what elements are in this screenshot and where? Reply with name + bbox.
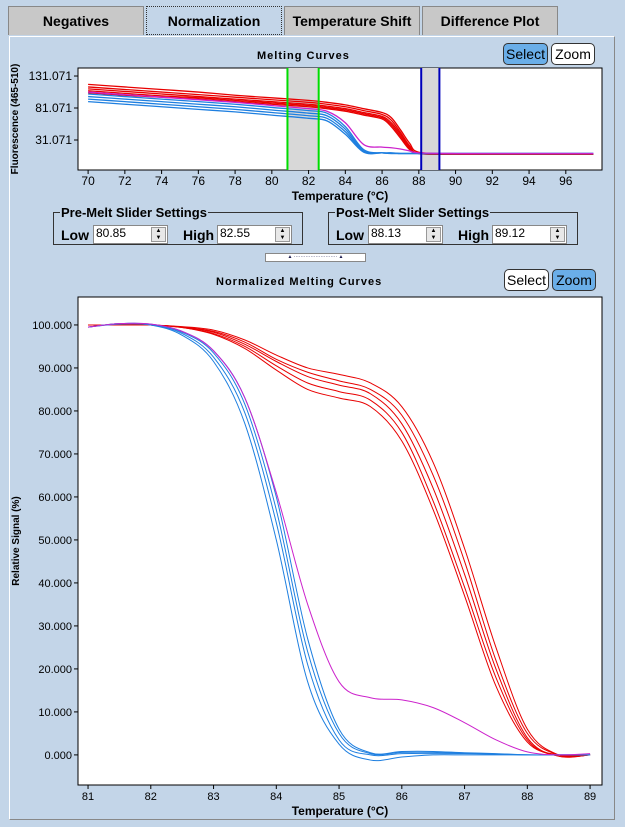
pre-low-value: 80.85 [96,226,127,240]
y-axis-label: Relative Signal (%) [11,496,22,585]
post-melt-title: Post-Melt Slider Settings [336,205,490,220]
normalization-panel [9,36,615,820]
top-select-button[interactable]: Select [503,43,548,65]
spinner-arrows-icon[interactable]: ▲ ▼ [151,227,166,242]
y-tick-label: 90.000 [38,363,72,375]
pre-melt-slider-settings: Pre-Melt Slider Settings [53,205,303,245]
tab-bar: Negatives Normalization Temperature Shif… [8,6,560,36]
x-tick-label: 76 [192,174,206,188]
tab-difference-plot[interactable]: Difference Plot [422,6,558,35]
tab-temperature-shift[interactable]: Temperature Shift [284,6,420,35]
x-tick-label: 83 [207,791,219,803]
x-tick-label: 70 [81,174,95,188]
x-tick-label: 88 [521,791,533,803]
y-tick-label: 10.000 [38,707,72,719]
pre-low-label: Low [61,227,89,243]
y-tick-label: 131.071 [29,69,73,83]
series-line-red-4 [88,324,591,757]
normalized-curves-plot-content [87,322,591,762]
x-tick-label: 87 [458,791,470,803]
series-line-blue-8 [87,323,591,762]
x-tick-label: 92 [486,174,500,188]
x-tick-label: 82 [145,791,157,803]
bottom-zoom-button[interactable]: Zoom [552,269,596,291]
post-low-value: 88.13 [371,226,402,240]
pre-low-spinner[interactable]: 80.85 ▲ ▼ [93,225,168,244]
x-tick-label: 80 [265,174,279,188]
pre-melt-title: Pre-Melt Slider Settings [61,205,207,220]
pre-high-label: High [183,227,215,243]
x-tick-label: 78 [228,174,242,188]
melting-curves-chart: 70 72 74 76 78 80 82 84 86 88 90 92 94 96 31.071 81.071… [10,64,603,203]
tab-normalization[interactable]: Normalization [146,6,282,35]
x-tick-label: 74 [155,174,169,188]
top-zoom-button[interactable]: Zoom [551,43,595,65]
y-tick-label: 40.000 [38,578,72,590]
x-tick-label: 86 [375,174,389,188]
x-tick-label: 90 [449,174,463,188]
pre-high-spinner[interactable]: 82.55 ▲ ▼ [217,225,292,244]
series-line-magenta-9 [88,91,594,155]
y-tick-label: 0.000 [44,750,72,762]
spinner-arrows-icon[interactable]: ▲ ▼ [426,227,441,242]
spinner-arrows-icon[interactable]: ▲ ▼ [275,227,290,242]
y-tick-label: 100.000 [32,320,72,332]
post-high-label: High [458,227,490,243]
x-tick-label: 88 [412,174,426,188]
x-tick-label: 89 [584,791,596,803]
normalized-curves-chart: 81 82 83 84 85 86 87 88 89 0.000 10.000 20.000 30.00… [11,296,603,818]
y-tick-label: 20.000 [38,664,72,676]
y-tick-label: 60.000 [38,492,72,504]
x-tick-label: 96 [559,174,573,188]
melting-curves-plot-content [88,68,594,170]
x-tick-label: 84 [339,174,353,188]
series-line-magenta-9 [87,322,591,756]
spinner-arrows-icon[interactable]: ▲ ▼ [550,227,565,242]
x-tick-label: 85 [333,791,345,803]
x-tick-label: 82 [302,174,316,188]
melting-curves-title: Melting Curves [257,50,350,62]
post-high-spinner[interactable]: 89.12 ▲ ▼ [492,225,567,244]
x-tick-label: 94 [522,174,536,188]
y-tick-label: 80.000 [38,406,72,418]
tab-negatives[interactable]: Negatives [8,6,144,35]
post-low-label: Low [336,227,364,243]
normalized-curves-plot-area [77,296,603,786]
post-high-value: 89.12 [495,226,526,240]
normalized-curves-title: Normalized Melting Curves [216,276,383,288]
bottom-select-button[interactable]: Select [504,269,549,291]
x-tick-label: 86 [396,791,408,803]
y-tick-label: 70.000 [38,449,72,461]
y-tick-label: 31.071 [35,133,72,147]
post-melt-slider-settings: Post-Melt Slider Settings [328,205,578,245]
post-melt-band [421,68,440,170]
y-axis-label: Fluorescence (465-510) [10,64,21,175]
x-axis-label: Temperature (°C) [292,189,389,203]
series-line-blue-7 [87,322,591,757]
y-tick-label: 81.071 [35,101,72,115]
y-tick-label: 30.000 [38,621,72,633]
pre-high-value: 82.55 [220,226,251,240]
panel-splitter-handle[interactable]: ▲ ·························· ▲ [265,253,366,262]
x-axis-label: Temperature (°C) [292,804,389,818]
post-low-spinner[interactable]: 88.13 ▲ ▼ [368,225,443,244]
y-tick-label: 50.000 [38,535,72,547]
x-tick-label: 84 [270,791,282,803]
x-tick-label: 81 [82,791,94,803]
x-tick-label: 72 [118,174,132,188]
